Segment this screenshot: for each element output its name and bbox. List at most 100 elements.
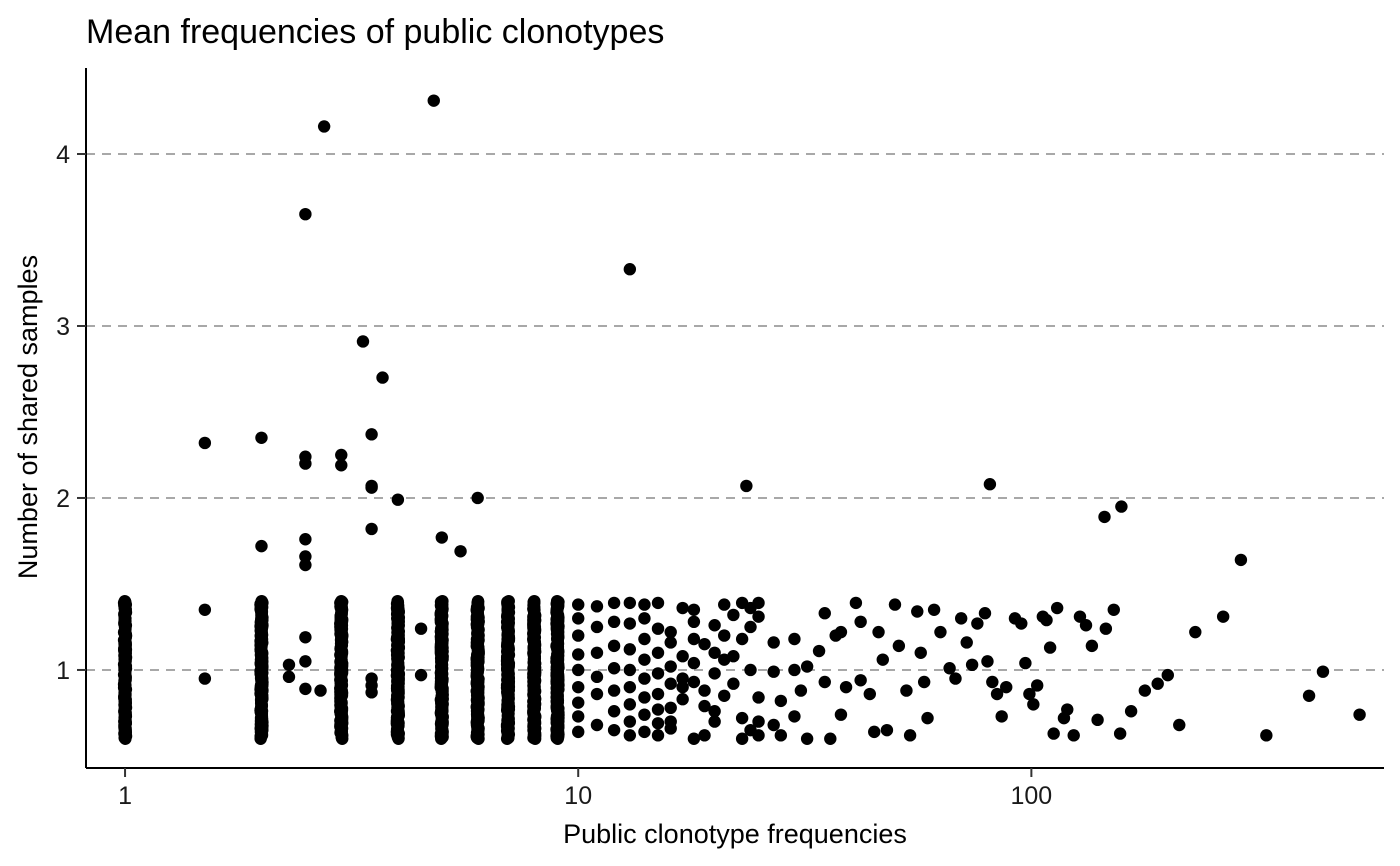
data-point	[664, 636, 677, 649]
data-point	[365, 481, 378, 494]
data-point	[676, 601, 689, 615]
data-point	[550, 594, 564, 608]
data-point	[1047, 727, 1060, 740]
data-point	[834, 625, 848, 639]
data-point	[934, 625, 947, 639]
data-point	[708, 646, 721, 659]
data-point	[812, 644, 826, 658]
data-point	[868, 725, 881, 739]
data-point	[1061, 703, 1074, 716]
data-point	[623, 663, 637, 677]
data-point	[638, 632, 651, 646]
data-point	[981, 655, 994, 668]
data-point	[623, 729, 637, 742]
data-point	[638, 598, 651, 611]
data-point	[1027, 698, 1040, 711]
data-point	[638, 708, 651, 721]
data-point	[1079, 619, 1093, 632]
data-point	[900, 684, 913, 697]
data-point	[863, 687, 877, 701]
data-point	[676, 693, 689, 706]
data-point	[590, 600, 604, 613]
data-point	[978, 607, 992, 620]
data-point	[794, 684, 808, 697]
data-point	[335, 459, 348, 472]
data-point	[1073, 610, 1087, 623]
data-point	[502, 594, 515, 608]
data-point	[767, 718, 780, 732]
data-point	[1050, 601, 1064, 615]
data-point	[299, 550, 312, 563]
data-point	[876, 653, 889, 666]
data-point	[687, 615, 701, 629]
data-point	[651, 596, 665, 610]
data-point	[727, 677, 740, 690]
data-point	[471, 491, 484, 505]
data-point	[872, 625, 885, 639]
data-point	[854, 615, 867, 629]
data-point	[788, 710, 801, 723]
data-point	[752, 596, 765, 610]
data-point	[983, 478, 997, 491]
data-point	[623, 643, 637, 656]
x-tick-label: 10	[564, 782, 592, 810]
data-point	[391, 594, 404, 608]
data-point	[572, 725, 585, 739]
data-point	[1115, 500, 1128, 513]
data-point	[735, 632, 749, 646]
data-point	[774, 729, 788, 742]
data-point	[607, 723, 621, 737]
data-point	[590, 670, 604, 684]
data-point	[995, 710, 1008, 723]
data-point	[752, 610, 765, 623]
data-point	[664, 625, 677, 639]
data-point	[664, 677, 677, 690]
data-point	[590, 646, 604, 659]
x-axis-label: Public clonotype frequencies	[563, 819, 907, 849]
data-point	[607, 662, 621, 675]
y-axis-label: Number of shared samples	[13, 255, 43, 579]
axes	[85, 68, 1384, 769]
data-point	[335, 594, 348, 608]
data-point	[676, 680, 689, 694]
data-point	[1316, 665, 1330, 678]
data-point	[788, 663, 801, 677]
data-point	[255, 594, 268, 608]
data-point	[638, 725, 651, 739]
data-point	[676, 650, 689, 663]
data-point	[651, 622, 665, 635]
data-point	[676, 672, 689, 685]
data-point	[888, 598, 902, 611]
x-tick-label: 1	[118, 782, 132, 810]
data-point	[365, 522, 378, 536]
data-point	[911, 605, 924, 618]
data-point	[664, 701, 677, 715]
data-point	[299, 558, 312, 572]
data-point	[892, 639, 906, 653]
data-point	[740, 479, 753, 493]
data-point	[664, 722, 677, 735]
data-point	[528, 594, 541, 608]
data-point	[752, 691, 765, 704]
data-point	[744, 620, 757, 634]
data-point	[1000, 680, 1013, 694]
data-point	[800, 660, 814, 673]
data-point	[824, 732, 837, 745]
data-point	[752, 715, 765, 728]
data-point	[572, 612, 585, 625]
data-point	[1189, 625, 1202, 639]
data-point	[590, 718, 604, 732]
data-point	[623, 596, 637, 610]
tick-marks: 1 10 100 1 2 3 4	[56, 141, 1052, 810]
data-point	[927, 603, 941, 616]
data-point	[282, 670, 296, 684]
data-point	[718, 598, 731, 611]
data-point	[1124, 705, 1138, 718]
data-point	[744, 663, 757, 677]
data-point	[971, 617, 984, 630]
data-point	[1099, 622, 1113, 635]
data-point	[471, 594, 485, 608]
data-point	[698, 684, 711, 697]
data-point	[1353, 708, 1366, 721]
